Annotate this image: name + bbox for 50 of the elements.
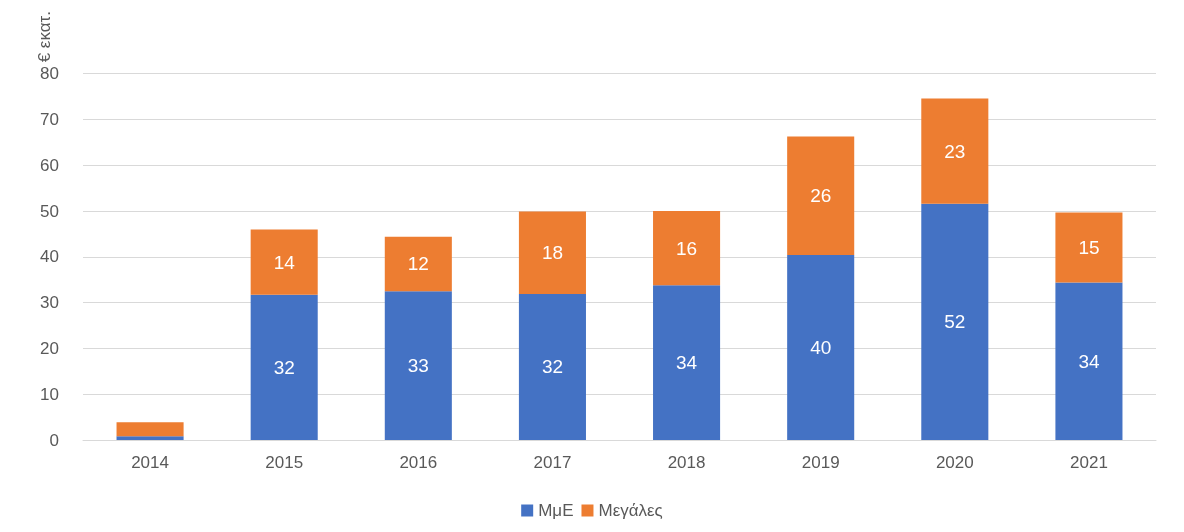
bar <box>1055 282 1123 440</box>
data-label: 33 <box>407 355 429 377</box>
data-label: 32 <box>273 356 295 378</box>
x-tick-label: 2021 <box>1070 453 1108 472</box>
bar <box>518 211 586 294</box>
data-label: 18 <box>541 242 564 264</box>
x-tick-label: 2019 <box>801 453 840 472</box>
y-tick-label: 40 <box>40 247 59 267</box>
x-tick-label: 2016 <box>399 453 438 472</box>
data-label: 26 <box>810 185 832 207</box>
bar <box>384 291 452 440</box>
bar <box>250 294 318 440</box>
y-tick-label: 80 <box>40 64 59 84</box>
bar <box>787 136 855 256</box>
y-tick-label: 70 <box>40 110 59 129</box>
data-label: 34 <box>1078 350 1100 372</box>
data-label: 14 <box>273 251 296 273</box>
bar <box>653 285 721 440</box>
legend-label: ΜμΕ <box>538 501 574 520</box>
data-label: 32 <box>541 356 564 378</box>
x-tick-label: 2020 <box>935 453 974 472</box>
data-label: 12 <box>407 253 429 275</box>
bar <box>116 422 184 437</box>
data-label: 16 <box>675 237 698 259</box>
y-tick-label: 60 <box>40 155 59 175</box>
data-label: 52 <box>944 311 966 333</box>
x-tick-label: 2015 <box>265 453 304 472</box>
data-label: 15 <box>1078 236 1100 258</box>
y-tick-label: 0 <box>49 430 59 450</box>
y-tick-label: 30 <box>40 293 59 313</box>
bar <box>518 293 586 440</box>
data-label: 40 <box>810 337 832 359</box>
x-tick-label: 2017 <box>533 453 572 472</box>
legend-label: Μεγάλες <box>598 501 663 520</box>
bar <box>116 436 184 440</box>
bar <box>653 211 721 286</box>
x-tick-label: 2014 <box>131 453 169 472</box>
data-label: 34 <box>675 352 698 374</box>
bar <box>921 203 989 440</box>
y-tick-label: 20 <box>40 338 59 358</box>
bar <box>787 255 855 440</box>
data-label: 23 <box>944 140 966 162</box>
bar <box>384 236 452 292</box>
y-axis-title: € εκατ. <box>35 11 54 63</box>
bar <box>921 98 989 204</box>
x-tick-label: 2018 <box>667 453 706 472</box>
y-tick-label: 10 <box>40 384 59 404</box>
bar <box>1055 212 1123 283</box>
y-tick-label: 50 <box>40 201 59 221</box>
bar <box>250 229 318 295</box>
